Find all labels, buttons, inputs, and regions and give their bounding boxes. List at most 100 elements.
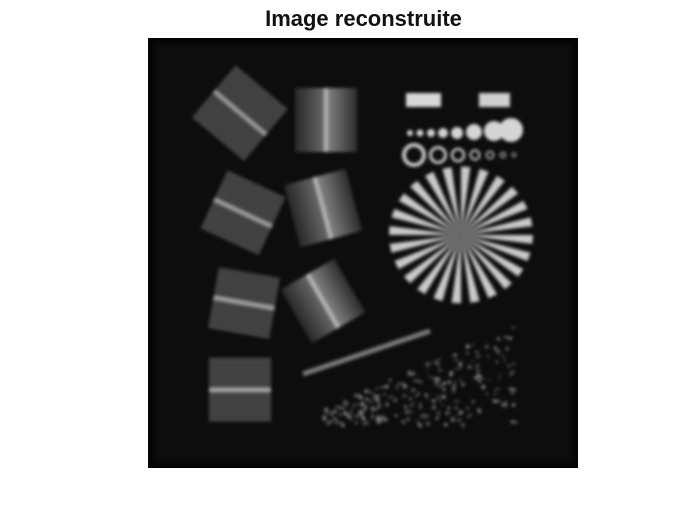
speckle <box>465 344 470 349</box>
speckle <box>377 417 381 421</box>
speckle <box>447 380 452 384</box>
speckle <box>511 403 516 407</box>
speckle <box>357 395 360 398</box>
speckle <box>355 421 358 424</box>
grating-patch-7 <box>280 258 366 344</box>
speckle <box>388 378 392 382</box>
speckle <box>401 419 405 424</box>
speckle <box>454 400 457 403</box>
speckle <box>330 410 335 415</box>
star-wedge <box>398 193 461 235</box>
speckle <box>335 405 338 408</box>
speckle <box>424 393 428 397</box>
star-wedge <box>461 217 533 235</box>
speckle <box>454 358 458 362</box>
speckle <box>493 346 497 350</box>
star-wedge <box>461 168 489 235</box>
speckle <box>340 421 343 425</box>
speckle <box>441 382 445 387</box>
speckle <box>413 401 415 404</box>
speckle <box>442 387 446 391</box>
speckle <box>499 400 502 403</box>
speckle <box>338 406 342 410</box>
speckle <box>453 353 457 357</box>
speckle <box>478 410 482 414</box>
speckle <box>418 402 422 406</box>
star-wedge <box>461 235 512 290</box>
speckle <box>352 404 356 407</box>
speckle <box>438 358 441 361</box>
speckle <box>454 406 459 410</box>
star-wedge <box>417 235 461 295</box>
star-wedge <box>391 208 461 235</box>
speckle <box>510 420 514 424</box>
star-wedge <box>461 175 505 235</box>
star-wedge <box>461 166 471 235</box>
speckle <box>354 414 359 419</box>
speckle <box>433 404 436 407</box>
star-wedge <box>461 235 531 262</box>
speckle <box>371 406 375 410</box>
speckle <box>502 355 506 358</box>
speckle <box>358 412 362 416</box>
speckle <box>426 369 429 372</box>
speckle <box>488 378 491 382</box>
speckle <box>368 391 371 394</box>
speckle <box>417 380 420 383</box>
speckle <box>406 417 410 421</box>
speckle <box>336 419 339 423</box>
speckle <box>475 350 479 354</box>
speckle <box>383 393 386 396</box>
star-wedge <box>389 235 461 253</box>
speckle <box>470 366 473 369</box>
speckle <box>436 362 440 367</box>
speckle <box>424 417 427 421</box>
speckle <box>437 411 440 415</box>
speckle <box>504 335 508 339</box>
speckle <box>350 419 353 422</box>
speckle <box>408 397 413 401</box>
speckle <box>344 401 349 406</box>
speckle <box>498 378 501 381</box>
speckle <box>343 412 348 416</box>
speckle <box>476 369 480 373</box>
speckle <box>375 387 378 390</box>
speckle <box>475 376 479 380</box>
speckle <box>379 420 383 423</box>
speckle <box>436 395 440 399</box>
speckle <box>503 403 508 408</box>
speckle <box>401 395 404 398</box>
speckle <box>479 375 483 379</box>
speckle <box>369 400 373 403</box>
speckle <box>437 384 441 388</box>
speckle <box>380 386 383 389</box>
speckle <box>341 406 346 410</box>
speckle <box>454 380 457 383</box>
speckle <box>500 355 503 357</box>
speckle <box>511 370 515 374</box>
speckle <box>498 387 501 390</box>
speckle <box>418 423 422 428</box>
speckle <box>505 347 509 351</box>
speckle <box>461 382 465 387</box>
speckle <box>409 410 413 414</box>
speckle <box>459 379 462 382</box>
speckle <box>361 416 366 421</box>
speckle <box>508 336 512 340</box>
speckle <box>407 370 412 375</box>
speckle <box>495 388 498 391</box>
speckle <box>364 389 369 394</box>
speckle <box>445 411 450 416</box>
speckle <box>429 361 433 365</box>
speckle <box>401 382 405 386</box>
speckle <box>391 395 394 398</box>
star-wedge <box>461 235 480 303</box>
speckle <box>437 415 440 418</box>
star-wedge <box>410 180 461 235</box>
star-wedge <box>433 235 461 302</box>
speckle <box>512 326 515 329</box>
speckle <box>479 354 481 357</box>
grating-patch-2 <box>200 170 286 256</box>
speckle <box>404 394 407 397</box>
speckle <box>340 403 343 406</box>
